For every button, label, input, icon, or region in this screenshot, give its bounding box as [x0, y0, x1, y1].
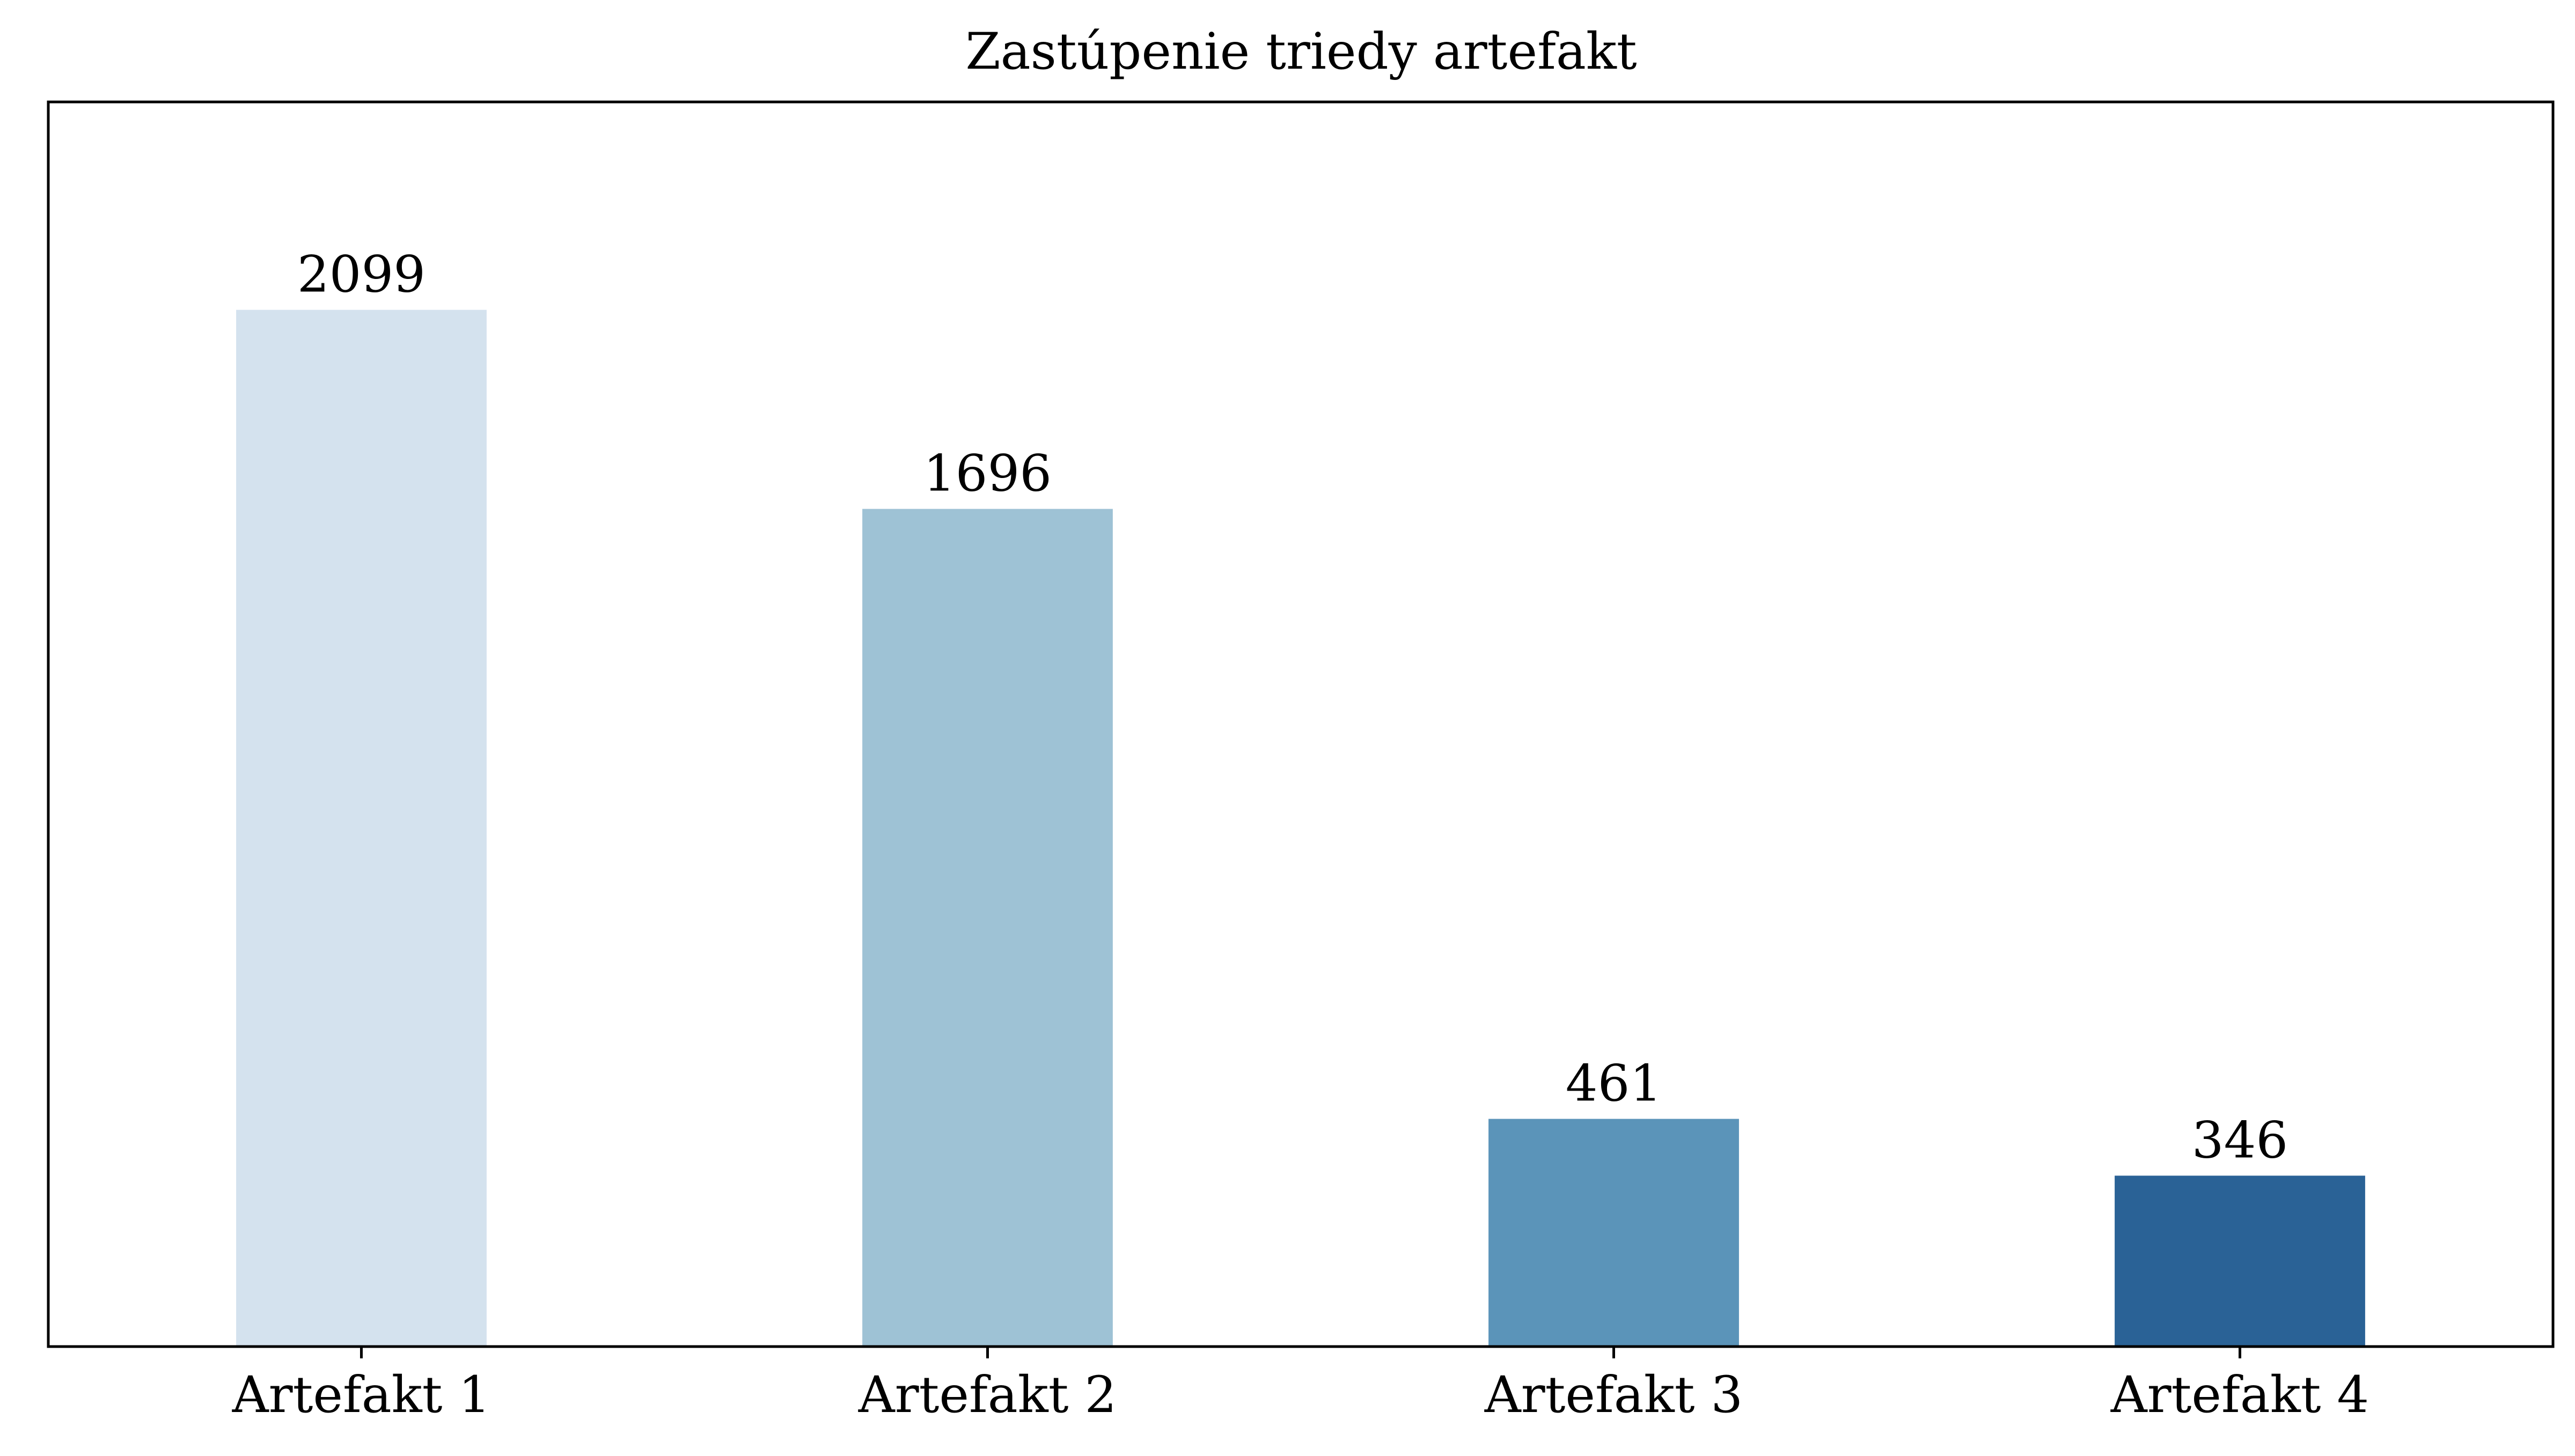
bar-value-label-2: 1696	[923, 445, 1052, 503]
x-axis-ticks: Artefakt 1 Artefakt 2 Artefakt 3 Artefakt 4	[232, 1347, 2369, 1424]
value-labels-layer: 2099 1696 461 346	[297, 246, 2288, 1170]
bar-1	[236, 310, 487, 1347]
x-tick-label-1: Artefakt 1	[232, 1366, 490, 1424]
bar-value-label-1: 2099	[297, 246, 426, 304]
bar-value-label-3: 461	[1566, 1055, 1662, 1113]
bar-2	[862, 509, 1113, 1347]
bar-3	[1488, 1119, 1739, 1347]
x-tick-label-4: Artefakt 4	[2110, 1366, 2369, 1424]
bar-value-label-4: 346	[2192, 1111, 2288, 1170]
bar-4	[2115, 1175, 2365, 1347]
chart-title: Zastúpenie triedy artefakt	[965, 23, 1637, 81]
bars-layer	[236, 310, 2365, 1347]
x-tick-label-2: Artefakt 2	[858, 1366, 1117, 1424]
x-tick-label-3: Artefakt 3	[1484, 1366, 1743, 1424]
plot-frame	[47, 100, 2555, 1348]
